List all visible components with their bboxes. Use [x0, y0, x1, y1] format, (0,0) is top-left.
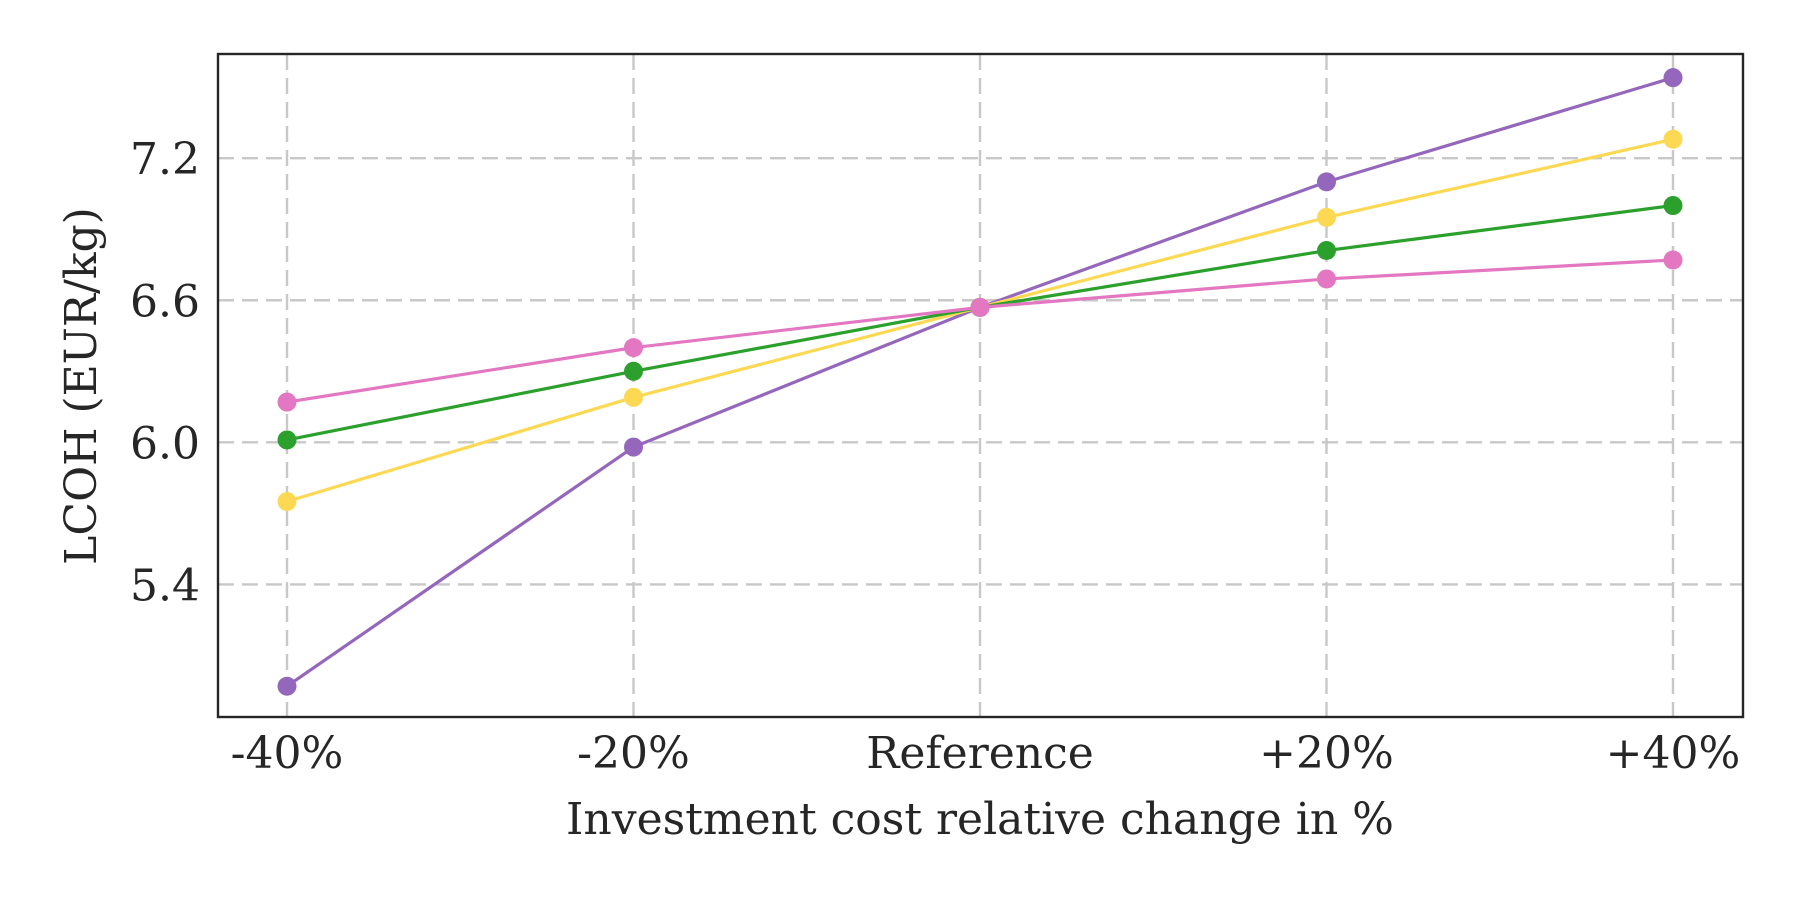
series-layer — [277, 68, 1683, 696]
x-axis-ticks: -40% -20% Reference +20% +40% — [231, 728, 1741, 779]
data-point — [1663, 196, 1683, 216]
y-tick-label: 7.2 — [130, 134, 200, 185]
x-tick-label: +20% — [1259, 728, 1394, 779]
y-tick-label: 6.6 — [130, 276, 200, 327]
plot-frame — [216, 52, 1745, 719]
data-point — [277, 492, 297, 512]
data-point — [624, 437, 643, 457]
data-point — [1663, 129, 1683, 149]
series-4 — [277, 250, 1683, 412]
y-axis-label: LCOH (EUR/kg) — [56, 207, 107, 565]
data-point — [1663, 68, 1683, 88]
y-axis-ticks: 5.4 6.0 6.6 7.2 — [130, 134, 200, 611]
data-point — [970, 297, 990, 317]
data-point — [1317, 207, 1336, 227]
y-tick-label: 5.4 — [130, 560, 200, 611]
data-point — [624, 361, 643, 381]
y-tick-label: 6.0 — [130, 418, 200, 469]
x-axis-label: Investment cost relative change in % — [566, 794, 1394, 845]
data-point — [277, 676, 297, 696]
data-point — [277, 392, 297, 412]
data-point — [1663, 250, 1683, 270]
grid — [218, 54, 1743, 717]
x-tick-label: -40% — [231, 728, 344, 779]
data-point — [1317, 172, 1336, 192]
x-tick-label: -20% — [577, 728, 690, 779]
data-point — [1317, 269, 1336, 289]
x-tick-label: Reference — [866, 728, 1094, 779]
data-point — [277, 430, 297, 450]
data-point — [1317, 241, 1336, 261]
data-point — [624, 387, 643, 407]
data-point — [624, 338, 643, 358]
x-tick-label: +40% — [1606, 728, 1741, 779]
